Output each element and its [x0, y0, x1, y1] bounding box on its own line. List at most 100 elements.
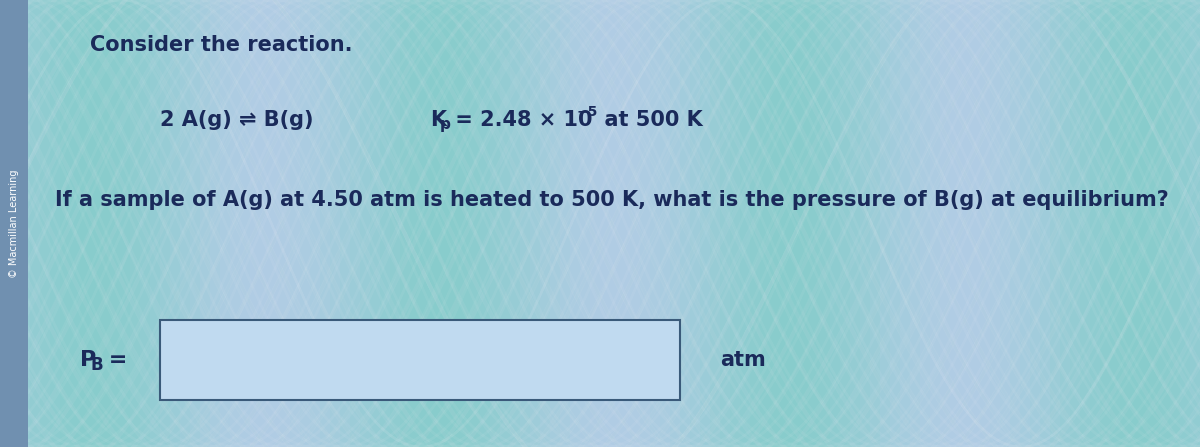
Bar	[110, 0, 121, 447]
Bar	[360, 0, 371, 447]
Bar	[170, 0, 181, 447]
Bar	[1010, 0, 1021, 447]
Bar	[580, 0, 592, 447]
Bar	[670, 0, 682, 447]
Bar	[1050, 0, 1061, 447]
Bar	[1000, 0, 1010, 447]
Bar	[850, 0, 862, 447]
Bar	[60, 0, 71, 447]
Bar	[130, 0, 142, 447]
Bar	[1190, 0, 1200, 447]
Bar	[420, 0, 431, 447]
Bar	[640, 0, 650, 447]
Bar	[1040, 0, 1051, 447]
Bar	[320, 0, 331, 447]
Bar	[820, 0, 830, 447]
Bar	[40, 0, 50, 447]
Bar	[770, 0, 781, 447]
Bar	[510, 0, 521, 447]
Text: −5: −5	[577, 105, 599, 119]
Bar	[470, 0, 481, 447]
Bar	[140, 0, 151, 447]
Bar	[480, 0, 491, 447]
Bar	[50, 0, 61, 447]
Bar	[1150, 0, 1162, 447]
Bar	[680, 0, 691, 447]
Bar	[1160, 0, 1171, 447]
Bar	[1110, 0, 1121, 447]
Bar	[690, 0, 701, 447]
Text: 2 A(g) ⇌ B(g): 2 A(g) ⇌ B(g)	[160, 110, 313, 130]
Bar	[530, 0, 541, 447]
Bar	[950, 0, 961, 447]
Bar	[760, 0, 772, 447]
Bar	[1060, 0, 1072, 447]
Bar	[350, 0, 361, 447]
Bar	[400, 0, 410, 447]
Bar	[780, 0, 791, 447]
Bar	[330, 0, 341, 447]
Bar	[1030, 0, 1042, 447]
Bar	[410, 0, 421, 447]
Bar	[880, 0, 890, 447]
Bar	[610, 0, 622, 447]
Bar	[940, 0, 952, 447]
Bar	[10, 0, 22, 447]
Bar	[870, 0, 881, 447]
Bar	[310, 0, 322, 447]
Bar	[990, 0, 1001, 447]
Bar	[120, 0, 131, 447]
Bar	[300, 0, 311, 447]
Text: = 2.48 × 10: = 2.48 × 10	[448, 110, 593, 130]
Bar	[1180, 0, 1190, 447]
Bar	[1120, 0, 1132, 447]
Bar	[750, 0, 761, 447]
Bar	[160, 320, 680, 400]
Text: B: B	[91, 356, 103, 374]
Bar	[960, 0, 971, 447]
Bar	[560, 0, 571, 447]
Bar	[430, 0, 442, 447]
Bar	[200, 0, 211, 447]
Bar	[500, 0, 511, 447]
Bar	[590, 0, 601, 447]
Bar	[1080, 0, 1091, 447]
Bar	[540, 0, 551, 447]
Bar	[910, 0, 922, 447]
Bar	[260, 0, 271, 447]
Bar	[730, 0, 742, 447]
Bar	[720, 0, 731, 447]
Bar	[340, 0, 352, 447]
Bar	[740, 0, 751, 447]
Text: K: K	[430, 110, 446, 130]
Bar	[980, 0, 991, 447]
Bar	[660, 0, 671, 447]
Bar	[900, 0, 911, 447]
Bar	[190, 0, 202, 447]
Bar	[920, 0, 931, 447]
Bar	[890, 0, 901, 447]
Bar	[380, 0, 391, 447]
Text: atm: atm	[720, 350, 766, 370]
Bar	[1130, 0, 1141, 447]
Bar	[0, 0, 11, 447]
Bar	[220, 0, 230, 447]
Bar	[1170, 0, 1181, 447]
Bar	[70, 0, 82, 447]
Bar	[1140, 0, 1151, 447]
Bar	[280, 0, 292, 447]
Bar	[630, 0, 641, 447]
Bar	[830, 0, 841, 447]
Bar	[620, 0, 631, 447]
Bar	[440, 0, 451, 447]
Bar	[250, 0, 262, 447]
Text: =: =	[101, 350, 127, 370]
Bar	[160, 0, 172, 447]
Bar	[240, 0, 251, 447]
Bar	[930, 0, 941, 447]
Bar	[550, 0, 562, 447]
Bar	[1020, 0, 1031, 447]
Bar	[100, 0, 112, 447]
Bar	[790, 0, 802, 447]
Bar	[150, 0, 161, 447]
